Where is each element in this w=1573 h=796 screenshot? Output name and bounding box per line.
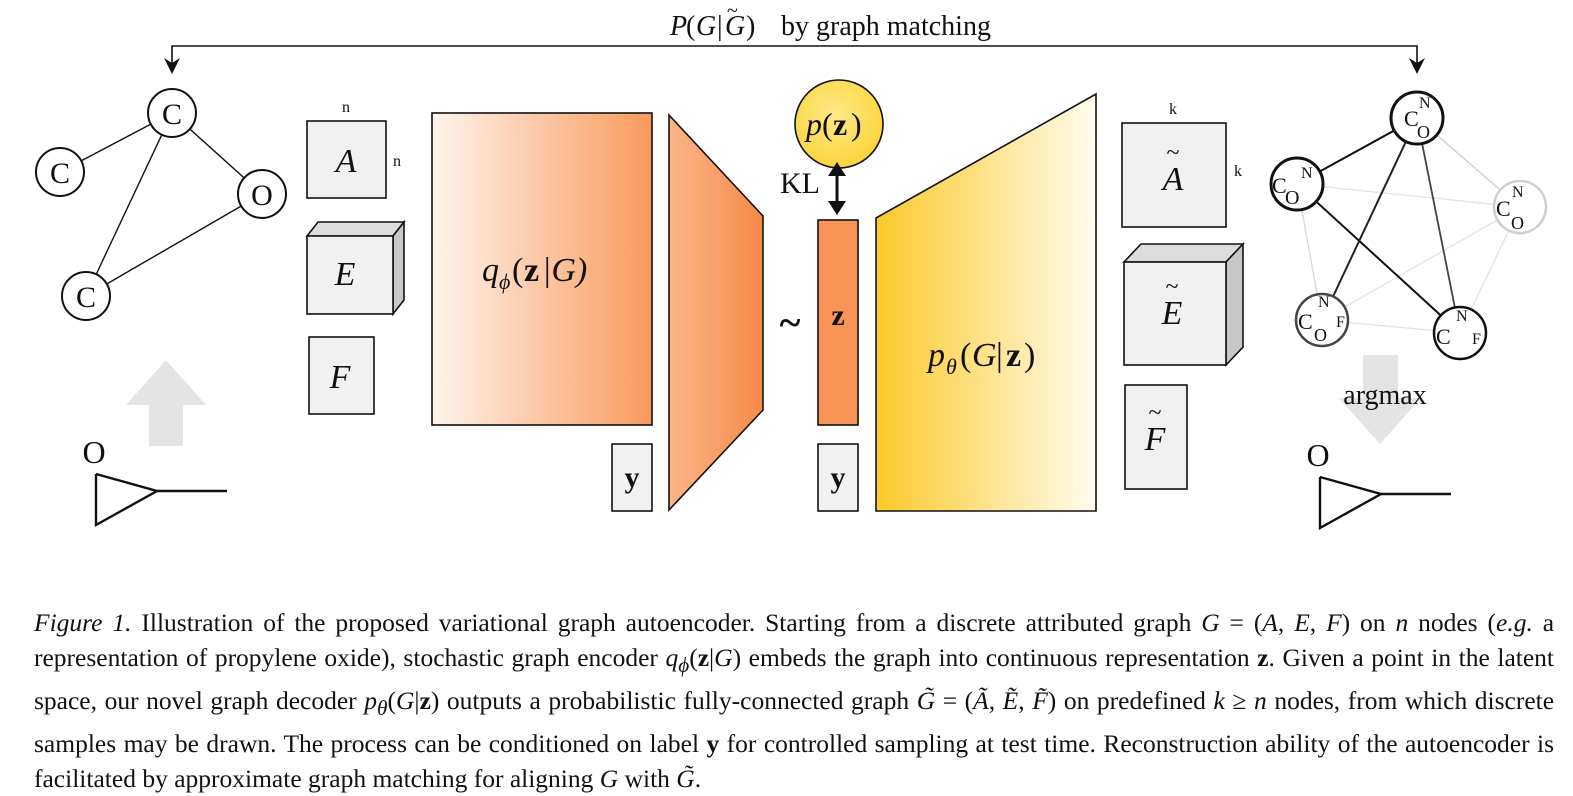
graph-matching-label: P ( G | G ~ ) by graph matching bbox=[669, 0, 991, 42]
svg-text:O: O bbox=[1285, 187, 1299, 209]
latent-z-label: z bbox=[831, 299, 844, 332]
svg-text:q: q bbox=[482, 252, 499, 289]
svg-text:C: C bbox=[1436, 324, 1451, 349]
propylene-oxide-molecule-left: O bbox=[82, 434, 227, 528]
svg-text:G: G bbox=[725, 11, 745, 42]
svg-text:z: z bbox=[1006, 337, 1021, 374]
figure-caption: Figure 1. Illustration of the proposed v… bbox=[34, 608, 1555, 794]
svg-text:n: n bbox=[393, 153, 401, 170]
autoencoder-figure: P ( G | G ~ ) by graph matching C C O C … bbox=[35, 0, 1548, 531]
svg-text:(: ( bbox=[512, 252, 523, 289]
svg-text:O: O bbox=[1314, 325, 1327, 345]
latent-block: ~ z y p ( z ) KL bbox=[780, 79, 884, 512]
svg-text:O: O bbox=[1417, 122, 1430, 142]
output-graph: C N O C O N C N O C N F O C N F bbox=[1269, 90, 1548, 361]
down-arrow-icon bbox=[1339, 355, 1421, 444]
matrix-E-label: E bbox=[334, 256, 356, 293]
caption-label: Figure 1. bbox=[34, 608, 132, 637]
svg-text:O: O bbox=[1511, 213, 1524, 233]
input-matrices: n n A E F bbox=[305, 99, 406, 415]
svg-text:N: N bbox=[1318, 294, 1330, 311]
svg-text:~: ~ bbox=[727, 0, 738, 22]
up-arrow-icon bbox=[126, 360, 206, 446]
svg-text:(: ( bbox=[822, 106, 833, 142]
svg-text:k: k bbox=[1234, 163, 1242, 180]
decoder-y-label: y bbox=[831, 461, 846, 494]
kl-label: KL bbox=[780, 167, 820, 200]
svg-text:θ: θ bbox=[946, 354, 957, 379]
svg-text:~: ~ bbox=[1149, 400, 1162, 426]
svg-text:p: p bbox=[804, 106, 822, 142]
graph-matching-text: by graph matching bbox=[781, 11, 991, 42]
output-matrices: k k A ~ E ~ F ~ bbox=[1121, 101, 1245, 490]
encoder-block: q ϕ ( z |G) y bbox=[431, 112, 764, 513]
encoder-label: |G) bbox=[542, 252, 587, 289]
matrix-E-tilde-label: E bbox=[1161, 295, 1183, 332]
graph-matching-bracket bbox=[164, 45, 1425, 74]
svg-text:C: C bbox=[1272, 173, 1287, 198]
propylene-oxide-molecule-right: O bbox=[1306, 437, 1451, 531]
svg-text:(: ( bbox=[960, 337, 971, 374]
svg-text:): ) bbox=[851, 106, 862, 142]
svg-text:|: | bbox=[996, 337, 1003, 374]
matrix-A-label: A bbox=[334, 143, 357, 180]
node-label: O bbox=[251, 179, 273, 212]
svg-text:F: F bbox=[1336, 314, 1345, 331]
svg-text:p: p bbox=[926, 337, 945, 374]
sample-tilde: ~ bbox=[780, 300, 801, 345]
svg-text:C: C bbox=[1298, 309, 1313, 334]
input-graph: C C O C bbox=[35, 88, 287, 321]
svg-text:): ) bbox=[746, 11, 755, 42]
encoder-y-label: y bbox=[625, 461, 640, 494]
svg-text:k: k bbox=[1169, 101, 1177, 118]
argmax-label: argmax bbox=[1343, 380, 1426, 411]
svg-text:C: C bbox=[1404, 106, 1419, 131]
svg-text:~: ~ bbox=[1167, 140, 1180, 166]
svg-text:ϕ: ϕ bbox=[499, 269, 510, 294]
svg-text:N: N bbox=[1301, 165, 1313, 182]
svg-text:N: N bbox=[1512, 184, 1524, 201]
matrix-F-label: F bbox=[329, 359, 352, 396]
svg-text:O: O bbox=[1306, 437, 1329, 473]
svg-text:N: N bbox=[1419, 95, 1431, 112]
svg-text:z: z bbox=[524, 252, 539, 289]
svg-text:G: G bbox=[696, 11, 716, 42]
svg-text:z: z bbox=[833, 106, 847, 142]
svg-text:): ) bbox=[1024, 337, 1035, 374]
node-label: C bbox=[76, 281, 96, 314]
svg-text:P: P bbox=[669, 11, 687, 42]
svg-text:F: F bbox=[1472, 331, 1481, 348]
svg-text:C: C bbox=[1496, 196, 1511, 221]
svg-text:O: O bbox=[82, 434, 105, 470]
matrix-A-tilde-label: A bbox=[1161, 161, 1184, 198]
svg-text:G: G bbox=[972, 337, 997, 374]
svg-text:~: ~ bbox=[1166, 274, 1179, 300]
svg-text:N: N bbox=[1456, 308, 1468, 325]
svg-text:(: ( bbox=[686, 11, 695, 42]
svg-text:|: | bbox=[717, 11, 723, 42]
node-label: C bbox=[162, 98, 182, 131]
svg-text:n: n bbox=[342, 99, 350, 116]
node-label: C bbox=[50, 157, 70, 190]
decoder-block: p θ ( G | z ) bbox=[875, 92, 1097, 512]
matrix-F-tilde-label: F bbox=[1144, 421, 1167, 458]
